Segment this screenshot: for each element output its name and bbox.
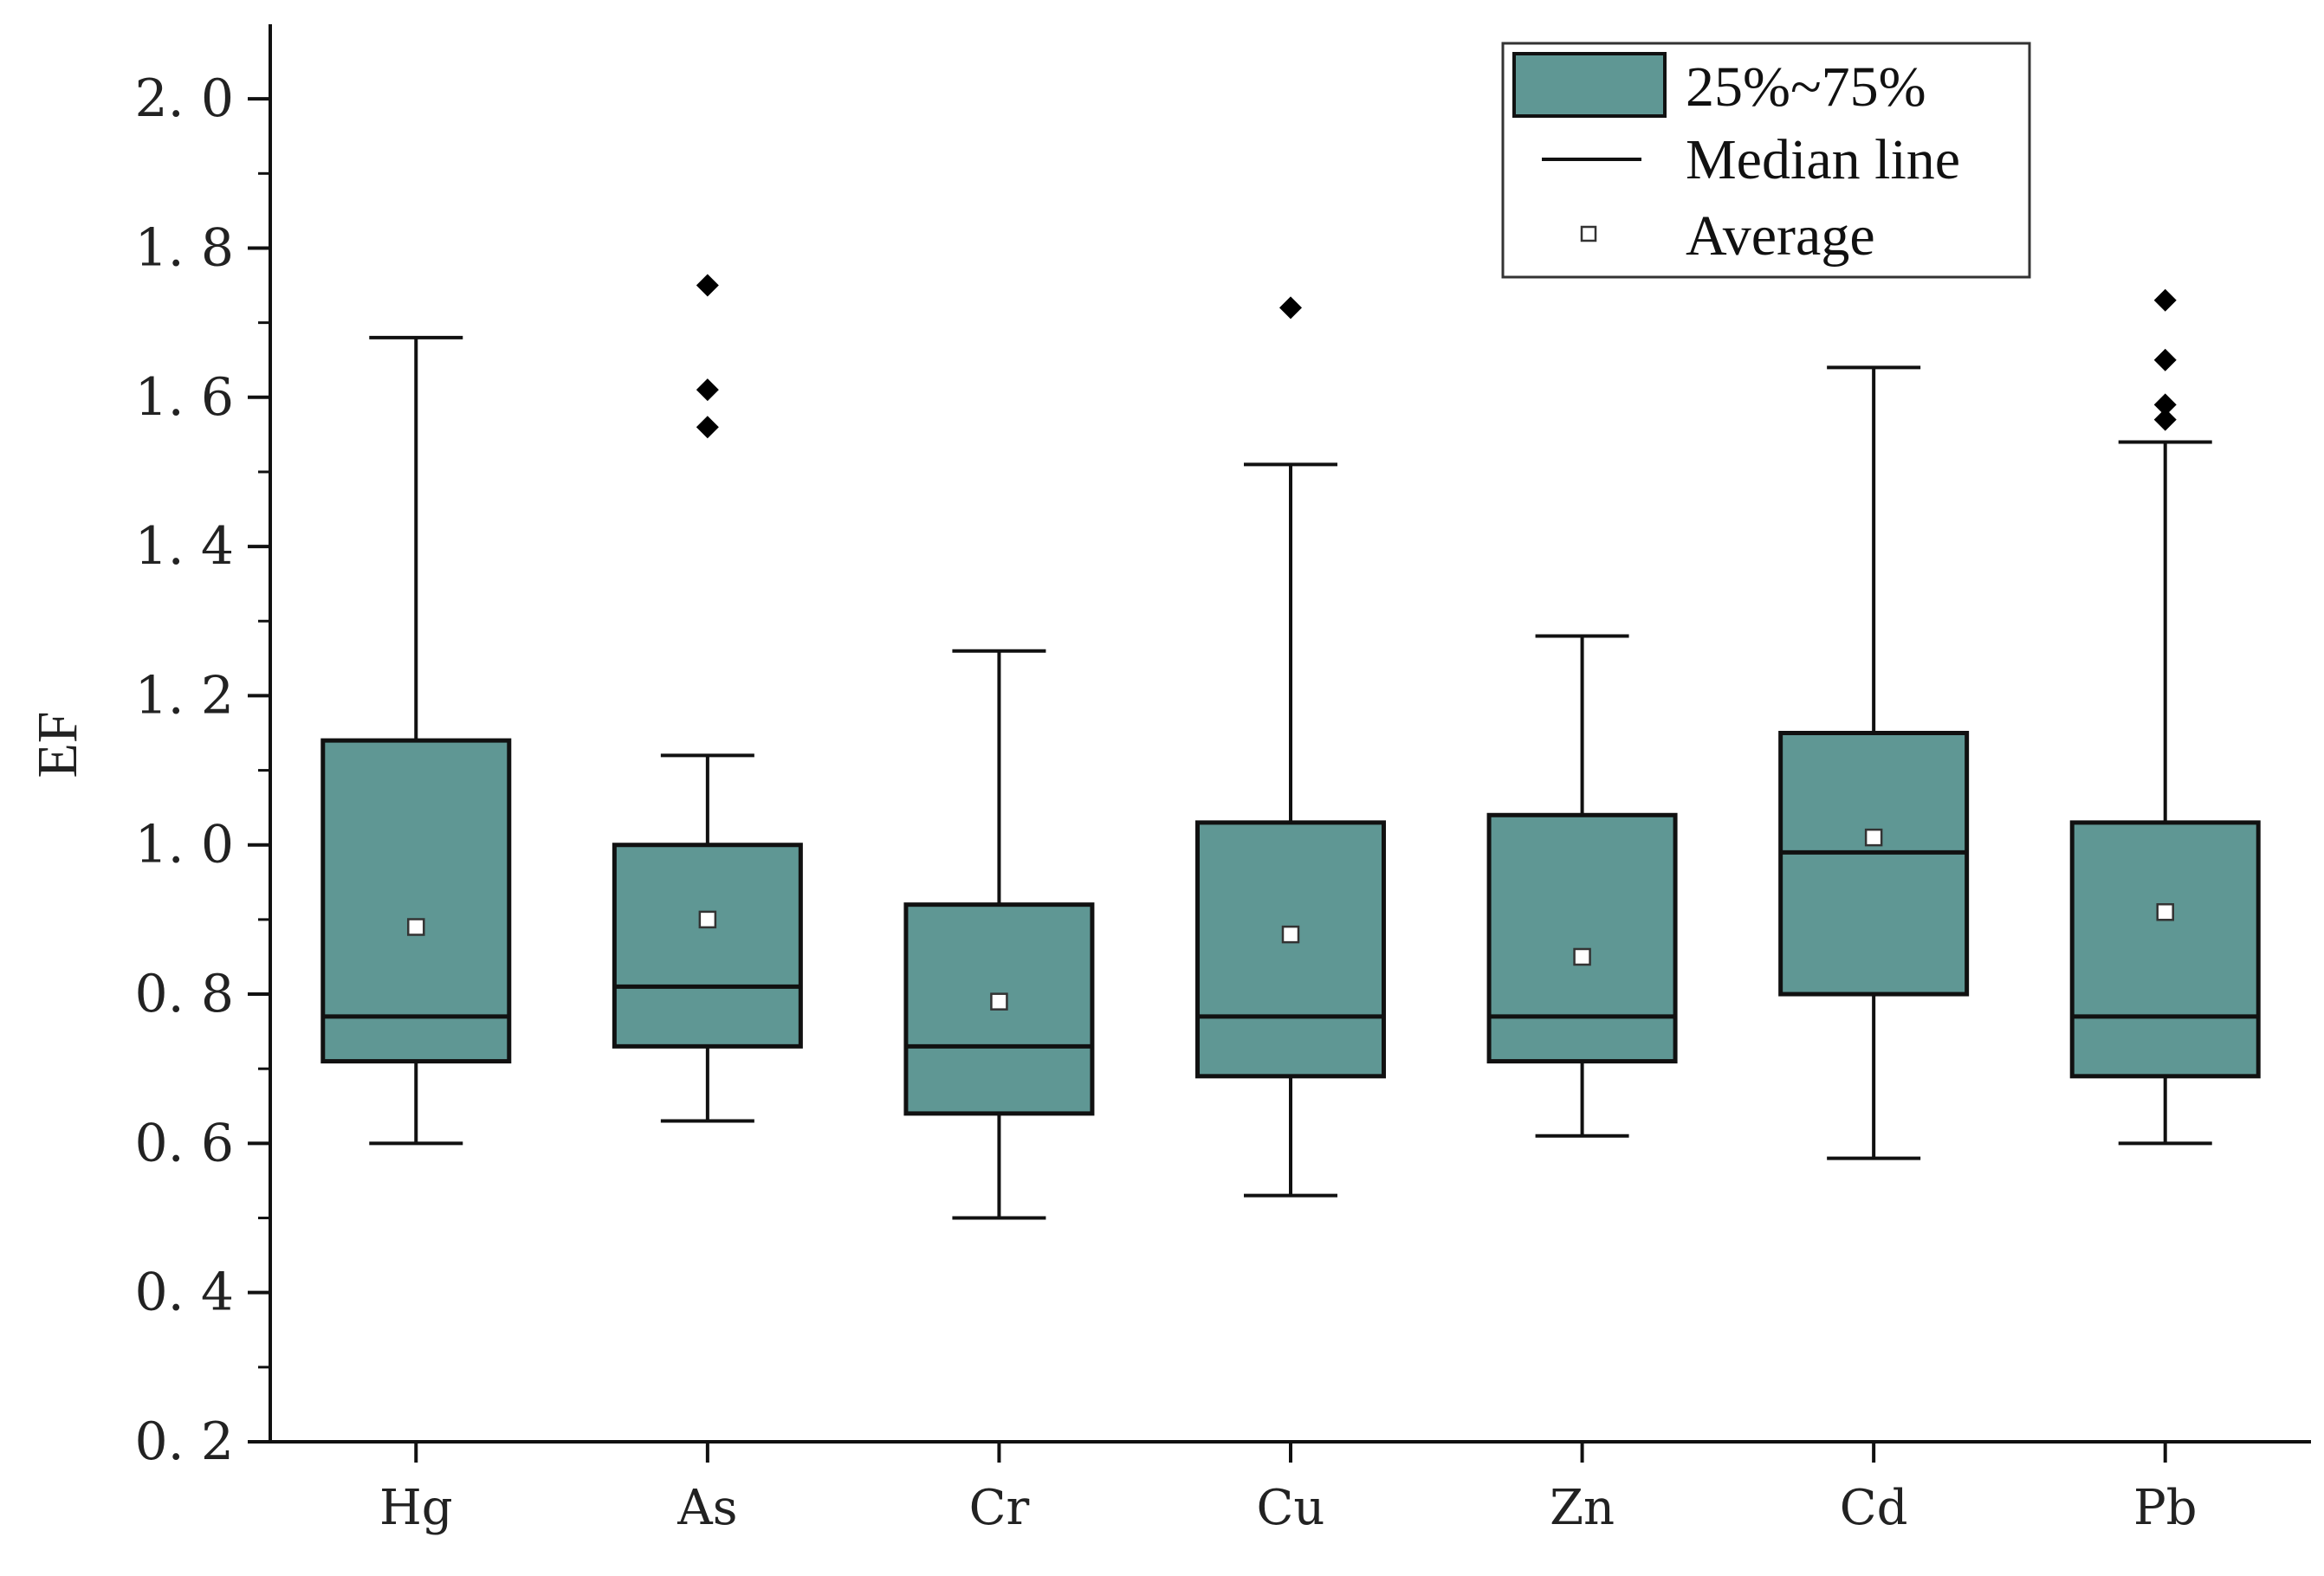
x-tick-label: As (676, 1480, 737, 1536)
mean-marker (990, 992, 1008, 1011)
mean-marker (698, 910, 717, 929)
y-tick-label: 0. 6 (135, 1113, 235, 1173)
legend-label-median: Median line (1686, 128, 1960, 191)
outlier-point (2153, 348, 2177, 371)
mean-marker (1573, 947, 1591, 966)
legend-swatch-box (1512, 52, 1667, 118)
box-pb (2069, 820, 2261, 1079)
outlier-point (2153, 408, 2177, 431)
mean-marker (1864, 828, 1883, 847)
outlier-point (2153, 288, 2177, 312)
y-tick-label: 0. 2 (135, 1411, 235, 1472)
outlier-point (2153, 393, 2177, 417)
box-hg (320, 738, 512, 1064)
y-tick-label: 2. 0 (135, 68, 235, 129)
box-cu (1195, 820, 1386, 1079)
legend-label-average: Average (1686, 204, 1875, 268)
y-tick-label: 0. 4 (135, 1263, 235, 1323)
mean-marker (1281, 925, 1300, 944)
legend: 25%~75% Median line Average (1501, 42, 2031, 279)
box-cd (1778, 731, 1970, 997)
y-tick-label: 1. 0 (135, 815, 235, 875)
outlier-point (696, 378, 719, 402)
boxes-group (320, 274, 2261, 1220)
axes: 0. 2 0. 4 0. 6 0. 8 1. 0 1. 2 1. 4 1. 6 1. 8 2. 0… (135, 24, 2311, 1536)
y-tick-label: 0. 8 (135, 964, 235, 1024)
y-tick-label: 1. 2 (135, 665, 235, 726)
box-as (612, 843, 803, 1049)
y-tick-label: 1. 6 (135, 367, 235, 428)
x-tick-label: Cr (969, 1480, 1030, 1536)
outlier-point (1279, 296, 1302, 320)
x-tick-label: Zn (1550, 1480, 1615, 1536)
x-tick-label: Hg (379, 1480, 453, 1536)
x-tick-label: Pb (2133, 1480, 2198, 1536)
mean-marker (2156, 903, 2174, 921)
x-tick-label: Cd (1840, 1480, 1908, 1536)
legend-swatch-average (1580, 225, 1597, 242)
y-tick-label: 1. 4 (135, 516, 235, 577)
legend-label-iqr: 25%~75% (1686, 55, 1926, 119)
box-zn (1486, 812, 1678, 1064)
outlier-point (696, 274, 719, 297)
x-tick-label: Cu (1257, 1480, 1325, 1536)
outlier-point (696, 416, 719, 439)
y-axis-title: EF (26, 711, 89, 778)
mean-marker (407, 918, 425, 936)
y-tick-label: 1. 8 (135, 217, 235, 278)
